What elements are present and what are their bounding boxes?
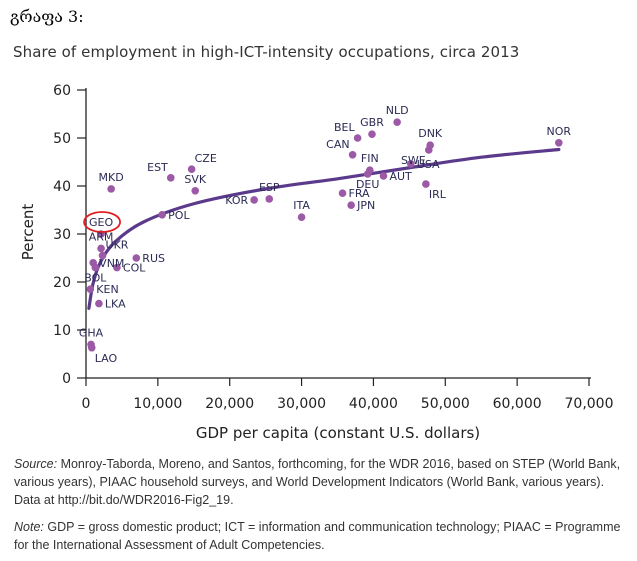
x-tick-label: 30,000 [277, 396, 326, 412]
point-kor [250, 196, 258, 204]
point-pol [158, 211, 166, 219]
point-label-kor: KOR [225, 194, 248, 207]
note-text: GDP = gross domestic product; ICT = info… [14, 520, 621, 552]
note: Note: GDP = gross domestic product; ICT … [14, 518, 629, 554]
point-label-fra: FRA [349, 187, 371, 200]
point-label-esp: ESP [259, 181, 280, 194]
point-esp [265, 195, 274, 203]
point-label-aut: AUT [389, 170, 412, 183]
point-nor [555, 139, 563, 147]
point-label-can: CAN [326, 138, 349, 151]
x-axis-title: GDP per capita (constant U.S. dollars) [196, 424, 480, 442]
point-label-swe: SWE [401, 154, 426, 167]
point-label-lka: LKA [105, 298, 126, 311]
y-tick-label: 40 [53, 179, 71, 195]
point-label-fin: FIN [361, 152, 379, 165]
source-label: Source: [14, 457, 58, 471]
y-tick-label: 10 [53, 323, 71, 339]
point-label-rus: RUS [142, 252, 165, 265]
point-ken [86, 285, 95, 294]
point-label-bel: BEL [334, 121, 355, 134]
point-aut [379, 172, 388, 180]
point-fra [338, 189, 347, 197]
point-label-dnk: DNK [418, 127, 443, 140]
point-label-est: EST [147, 161, 168, 174]
point-bol [91, 263, 100, 272]
points-group [86, 118, 563, 352]
note-label: Note: [14, 520, 44, 534]
point-lao [87, 343, 96, 352]
point-lka [95, 299, 103, 308]
y-tick-label: 20 [53, 275, 71, 291]
point-mkd [107, 185, 115, 193]
y-tick-label: 30 [53, 227, 71, 243]
point-arm [97, 244, 105, 253]
highlight-ellipse [83, 211, 121, 233]
point-can [348, 151, 357, 159]
point-label-vnm: VNM [99, 257, 124, 270]
point-jpn [347, 201, 355, 209]
point-label-mkd: MKD [99, 171, 124, 184]
x-tick-label: 70,000 [565, 396, 614, 412]
point-label-usa: USA [417, 158, 440, 171]
point-nld [393, 118, 401, 126]
point-label-irl: IRL [429, 188, 447, 201]
y-tick-label: 50 [53, 131, 71, 147]
point-est [166, 174, 175, 182]
source-note: Source: Monroy-Taborda, Moreno, and Sant… [14, 455, 629, 509]
x-tick-label: 20,000 [205, 396, 254, 412]
x-tick-label: 40,000 [349, 396, 398, 412]
point-label-ukr: UKR [106, 239, 129, 252]
point-label-ita: ITA [293, 199, 310, 212]
point-label-gha: GHA [79, 326, 104, 339]
figure-heading: გრაფა 3: [10, 7, 84, 26]
point-col [113, 263, 121, 272]
point-label-lao: LAO [95, 352, 118, 365]
point-deu [363, 170, 372, 178]
y-tick-label: 60 [53, 83, 71, 99]
point-label-cze: CZE [195, 152, 217, 165]
point-svk [191, 187, 200, 195]
point-label-bol: BOL [84, 272, 107, 285]
point-label-nor: NOR [547, 125, 572, 138]
point-label-deu: DEU [356, 178, 379, 191]
x-tick-label: 50,000 [421, 396, 470, 412]
x-tick-label: 10,000 [133, 396, 182, 412]
point-ita [297, 213, 306, 221]
point-label-gbr: GBR [360, 116, 384, 129]
point-cze [187, 165, 196, 173]
axes: 0 10 20 30 40 50 60 0 10,000 20,000 30,000 40,000 50… [53, 83, 613, 412]
point-label-geo: GEO [89, 216, 113, 229]
y-axis-title: Percent [19, 204, 37, 261]
point-ukr [98, 251, 107, 260]
point-usa [406, 160, 415, 168]
point-label-svk: SVK [184, 173, 207, 186]
point-dnk [426, 141, 434, 149]
point-irl [422, 180, 430, 188]
point-label-pol: POL [168, 209, 190, 222]
chart-title: Share of employment in high-ICT-intensit… [13, 43, 520, 61]
x-tick-label: 60,000 [493, 396, 542, 412]
point-label-arm: ARM [89, 230, 114, 243]
y-tick-label: 0 [62, 371, 71, 387]
point-bel [353, 134, 362, 142]
point-label-nld: NLD [386, 104, 409, 117]
point-label-jpn: JPN [356, 199, 375, 212]
point-label-ken: KEN [96, 283, 118, 296]
point-gbr [368, 130, 376, 138]
point-label-col: COL [123, 262, 146, 275]
x-tick-label: 0 [82, 396, 91, 412]
point-rus [132, 254, 141, 262]
source-text: Monroy-Taborda, Moreno, and Santos, fort… [14, 457, 621, 507]
